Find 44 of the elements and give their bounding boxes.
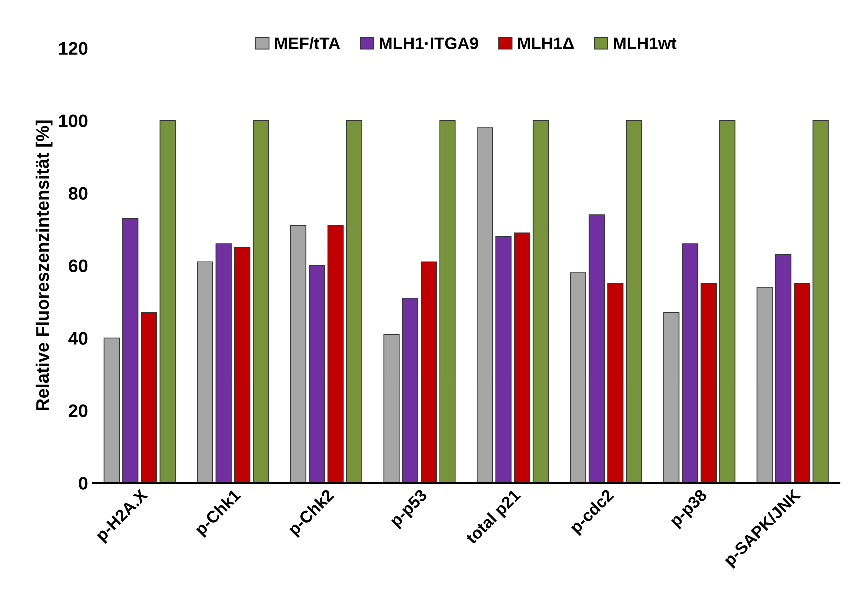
legend-label: MLH1Δ (518, 38, 574, 50)
bar (682, 244, 698, 484)
bar (532, 120, 550, 484)
bar (253, 120, 270, 484)
y-tick-label: 0 (79, 477, 88, 490)
bar (588, 214, 606, 484)
bar (328, 225, 344, 484)
y-tick-label: 120 (59, 42, 88, 56)
bar (700, 283, 717, 484)
y-tick-label: 100 (59, 114, 88, 128)
bar (309, 265, 326, 484)
bar (608, 283, 624, 484)
legend-label: MLH1wt (614, 38, 677, 50)
bar (756, 287, 773, 484)
bar (514, 232, 530, 484)
bar (476, 128, 494, 484)
bar (812, 120, 829, 484)
bar (775, 254, 792, 484)
y-tick-label: 40 (68, 332, 88, 345)
bar (440, 120, 456, 484)
bar (664, 312, 680, 484)
bar (421, 262, 438, 484)
y-axis-title: Relative Fluoreszenzintensität [%] (36, 120, 53, 411)
bar (122, 218, 139, 484)
bar (104, 338, 120, 484)
bar (626, 120, 642, 484)
y-tick-label: 60 (69, 260, 88, 272)
legend-label: MLH1·ITGA9 (380, 38, 478, 50)
y-tick-label: 80 (68, 187, 88, 200)
legend-label: MEF/tTA (275, 37, 340, 50)
bar (570, 272, 586, 484)
bar (141, 312, 158, 484)
bar (160, 120, 176, 484)
bar (384, 334, 400, 484)
y-tick-label: 20 (68, 404, 88, 418)
bar (402, 298, 418, 484)
bar (346, 120, 363, 484)
bar (720, 120, 736, 484)
bar (216, 244, 232, 484)
bar (234, 247, 251, 484)
bar (496, 236, 512, 484)
bar (794, 283, 810, 484)
bar (290, 225, 307, 484)
bar (197, 262, 214, 484)
